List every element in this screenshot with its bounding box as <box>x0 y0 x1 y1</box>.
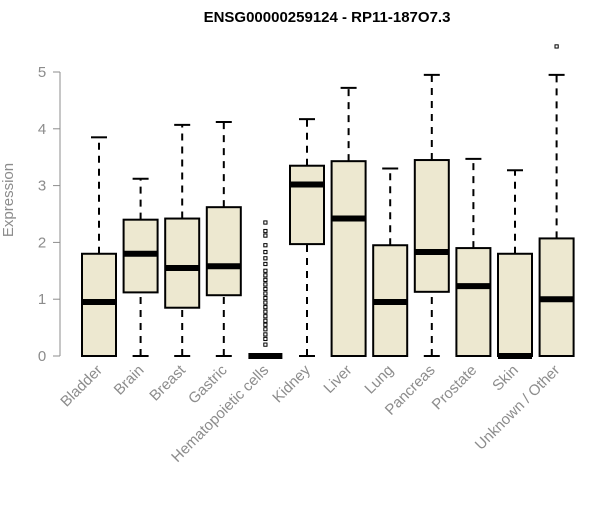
outlier-point <box>263 322 268 327</box>
outlier-point <box>263 305 268 310</box>
box-hematopoietic-cells <box>248 220 283 359</box>
outlier-point <box>263 300 268 305</box>
box-body <box>413 159 450 293</box>
x-tick-label: Kidney <box>269 361 314 406</box>
outlier-point <box>263 256 268 261</box>
box-brain <box>122 177 159 357</box>
x-tick-label: Bladder <box>57 362 106 411</box>
outlier-point <box>263 327 268 332</box>
outlier-point <box>263 291 268 296</box>
x-tick-label: Brain <box>111 362 148 399</box>
box-body <box>455 247 492 357</box>
box-body <box>497 252 533 357</box>
outlier-point <box>263 314 268 319</box>
outlier-point <box>263 342 268 347</box>
outlier-point <box>263 261 268 267</box>
outlier-point <box>263 282 268 287</box>
x-tick-label: Breast <box>146 361 189 404</box>
chart-title: ENSG00000259124 - RP11-187O7.3 <box>204 9 451 26</box>
box-unknown-other <box>538 44 575 357</box>
x-tick-label: Prostate <box>429 362 481 414</box>
y-axis: 0 1 2 3 4 5 <box>38 64 61 365</box>
box-bladder <box>81 136 117 357</box>
box-body <box>289 164 325 246</box>
outlier-point <box>263 332 268 337</box>
y-tick-label: 3 <box>38 178 46 195</box>
outlier-point <box>263 295 268 301</box>
outlier-point <box>263 243 268 248</box>
y-tick-label: 2 <box>38 234 46 251</box>
outlier-point <box>263 268 268 273</box>
outlier-point <box>263 233 268 238</box>
y-tick-label: 5 <box>38 64 46 81</box>
boxes-group <box>81 44 575 359</box>
box-gastric <box>205 120 242 357</box>
box-body <box>205 206 242 297</box>
y-tick-label: 1 <box>38 291 46 308</box>
box-skin <box>497 169 533 359</box>
outlier-point <box>263 336 268 342</box>
outlier-point <box>263 249 268 255</box>
y-tick-label: 0 <box>38 348 46 365</box>
outlier-point <box>263 286 268 292</box>
box-body <box>164 217 201 309</box>
x-tick-label: Lung <box>361 362 397 398</box>
x-tick-label: Liver <box>320 362 355 397</box>
y-tick-label: 4 <box>38 121 46 138</box>
outlier-point <box>263 318 268 323</box>
outlier-point <box>263 220 268 225</box>
x-tick-label: Skin <box>489 362 522 395</box>
box-breast <box>164 123 201 357</box>
box-kidney <box>289 118 325 357</box>
box-lung <box>372 167 409 358</box>
outlier-point <box>263 277 268 282</box>
outlier-point <box>263 273 268 278</box>
outlier-point <box>263 228 268 234</box>
outlier-point <box>263 309 268 314</box>
box-liver <box>330 86 367 357</box>
y-axis-label: Expression <box>0 163 17 237</box>
box-pancreas <box>413 73 450 357</box>
outlier-point <box>554 44 559 49</box>
box-body <box>330 160 367 357</box>
box-prostate <box>455 157 492 357</box>
